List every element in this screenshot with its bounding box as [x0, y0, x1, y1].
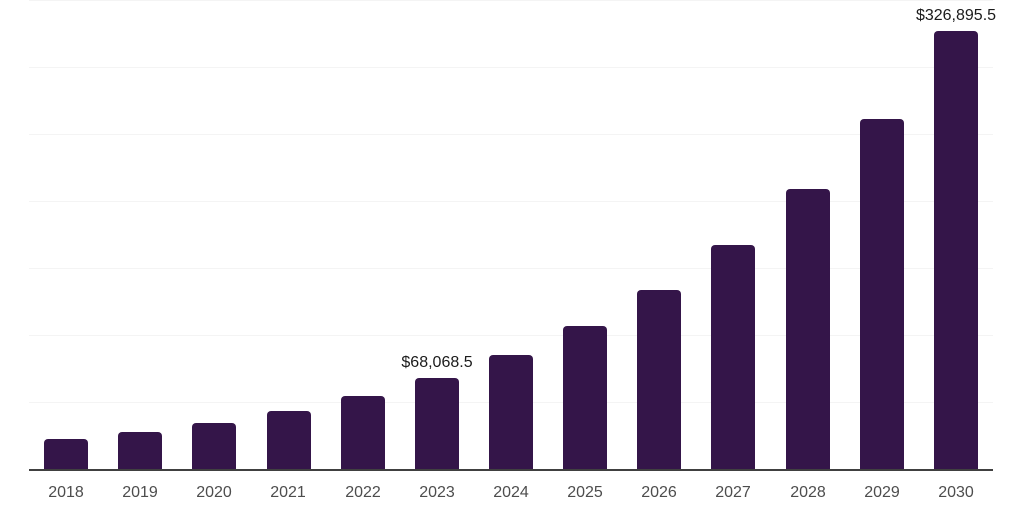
gridline: [29, 134, 993, 135]
gridline: [29, 268, 993, 269]
data-label: $68,068.5: [401, 354, 473, 371]
x-tick-label: 2023: [419, 484, 455, 501]
x-tick-label: 2026: [641, 484, 677, 501]
x-tick-label: 2021: [270, 484, 306, 501]
bar: [118, 432, 162, 469]
bar: [934, 31, 978, 469]
bar: [637, 290, 681, 469]
x-tick-label: 2024: [493, 484, 529, 501]
x-tick-label: 2028: [790, 484, 826, 501]
bar: [341, 396, 385, 469]
x-tick-label: 2027: [715, 484, 751, 501]
bar: [44, 439, 88, 469]
bar: [786, 189, 830, 469]
gridline: [29, 201, 993, 202]
bar: [563, 326, 607, 469]
x-tick-label: 2018: [48, 484, 84, 501]
gridline: [29, 0, 993, 1]
bar: [711, 245, 755, 469]
bar: [415, 378, 459, 469]
plot-area: [29, 0, 993, 471]
gridline: [29, 335, 993, 336]
bar: [860, 119, 904, 469]
x-tick-label: 2029: [864, 484, 900, 501]
bar: [267, 411, 311, 469]
x-tick-label: 2030: [938, 484, 974, 501]
x-tick-label: 2020: [196, 484, 232, 501]
x-tick-label: 2019: [122, 484, 158, 501]
bar: [489, 355, 533, 469]
bar: [192, 423, 236, 469]
gridline: [29, 67, 993, 68]
data-label: $326,895.5: [915, 7, 997, 24]
x-tick-label: 2025: [567, 484, 603, 501]
x-tick-label: 2022: [345, 484, 381, 501]
